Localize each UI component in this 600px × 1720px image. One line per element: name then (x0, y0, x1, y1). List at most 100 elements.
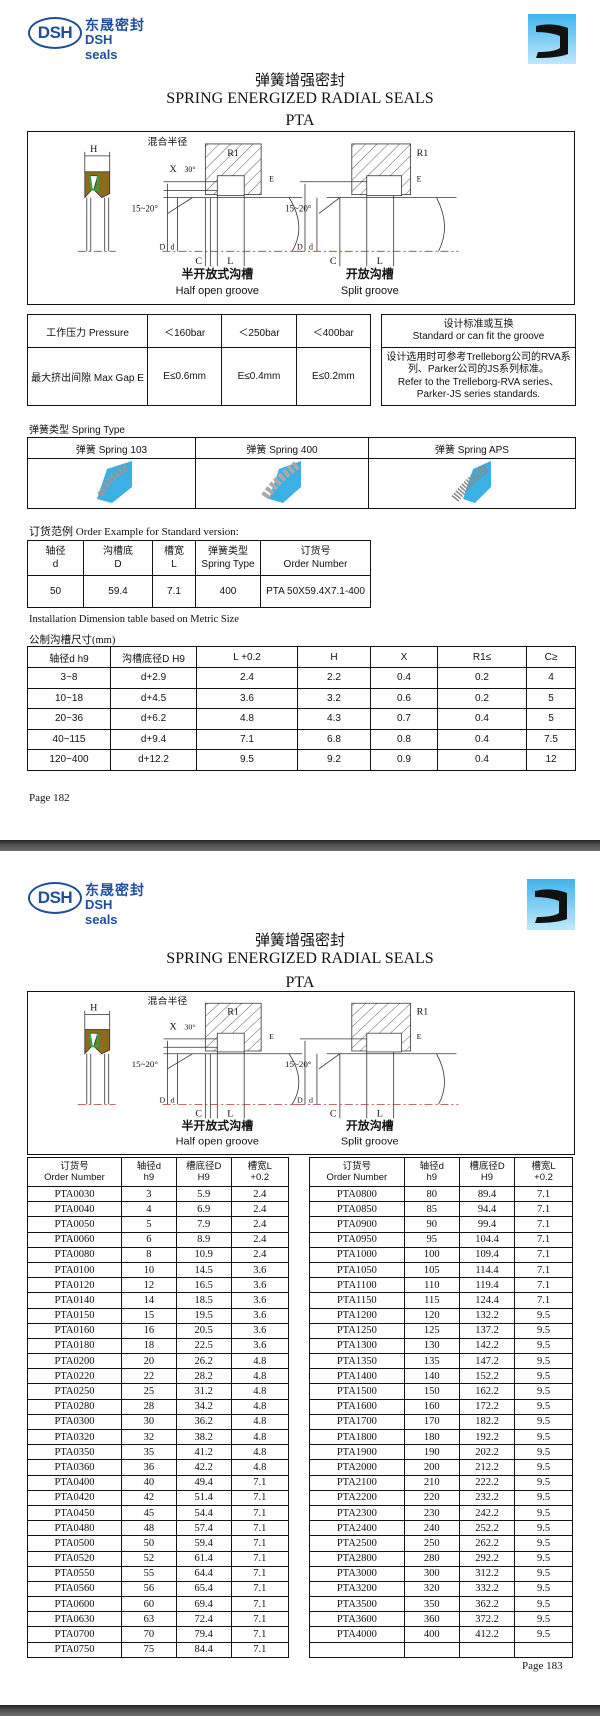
order-number: PTA3500 (309, 1596, 405, 1613)
groove-L: 9.5 (514, 1611, 573, 1628)
title-en: SPRING ENERGIZED RADIAL SEALS (166, 90, 434, 107)
order-number: PTA2000 (309, 1459, 405, 1476)
gap-400: E≤0.2mm (295, 347, 372, 406)
order-row: PTA0100 10 14.5 3.6 (27, 1261, 290, 1279)
label-D-split: D (297, 242, 303, 251)
groove-L: 2.4 (230, 1216, 290, 1233)
order-row: PTA1600 160 172.2 9.5 (309, 1398, 573, 1415)
hdr-spring-en: Spring Type (201, 559, 255, 570)
order-row: PTA0500 50 59.4 7.1 (27, 1535, 290, 1552)
order-row: PTA0150 15 19.5 3.6 (27, 1307, 290, 1324)
install-cell: 12 (526, 749, 576, 771)
groove-L: 9.5 (514, 1535, 573, 1552)
label-angle-30: 30° (184, 1023, 195, 1032)
header-cn: 槽宽L (531, 1161, 556, 1172)
order-row: PTA1100 110 119.4 7.1 (309, 1277, 573, 1294)
label-L-half: L (227, 256, 233, 267)
groove-L: 3.6 (230, 1292, 290, 1309)
groove-D: 69.4 (175, 1596, 232, 1613)
groove-D: 119.4 (458, 1277, 516, 1294)
u-cup-seal-icon (528, 14, 576, 64)
order-number: PTA0400 (27, 1474, 122, 1491)
order-number: PTA0180 (27, 1337, 122, 1355)
order-row: PTA0700 70 79.4 7.1 (27, 1626, 290, 1643)
standard-box: 设计标准或互换 Standard or can fit the groove 设… (381, 314, 576, 406)
order-row: PTA0400 40 49.4 7.1 (27, 1474, 290, 1491)
install-cell: 10~18 (27, 687, 111, 709)
groove-D: 252.2 (458, 1520, 516, 1537)
shaft-d: 42 (120, 1489, 177, 1506)
groove-D: 20.5 (175, 1322, 232, 1339)
header-cn: 订货号 (60, 1161, 89, 1172)
groove-L: 7.1 (230, 1626, 290, 1643)
order-number: PTA0850 (309, 1201, 405, 1218)
groove-D: 372.2 (458, 1611, 516, 1628)
groove-D: 94.4 (458, 1201, 516, 1218)
half-open-groove-en: Half open groove (176, 1136, 259, 1148)
label-C-split: C (330, 1109, 337, 1120)
groove-D: 152.2 (458, 1368, 516, 1385)
groove-L: 7.1 (230, 1641, 290, 1658)
label-angle-15-20-half: 15~20° (132, 1059, 159, 1069)
order-number: PTA1800 (309, 1428, 405, 1446)
order-row: PTA0160 16 20.5 3.6 (27, 1322, 290, 1339)
example-d: 50 (27, 575, 84, 608)
order-row: PTA1150 115 124.4 7.1 (309, 1292, 573, 1309)
install-cell: 0.4 (437, 708, 527, 730)
order-row: PTA4000 400 412.2 9.5 (309, 1626, 573, 1643)
shaft-d: 125 (403, 1322, 460, 1339)
groove-D: 10.9 (175, 1246, 232, 1263)
order-row: PTA1500 150 162.2 9.5 (309, 1383, 573, 1400)
shaft-d: 15 (120, 1307, 177, 1324)
install-cell: 0.2 (437, 667, 527, 689)
order-row: PTA1700 170 182.2 9.5 (309, 1413, 573, 1431)
shaft-d: 25 (120, 1383, 177, 1400)
groove-L: 9.5 (514, 1428, 573, 1446)
groove-D: 54.4 (175, 1504, 232, 1522)
logo-mark: DSH (28, 17, 82, 49)
hdr-spring-cn: 弹簧类型 (208, 546, 248, 557)
order-number: PTA1050 (309, 1261, 405, 1279)
header-cn: 槽底径D (185, 1161, 222, 1172)
groove-L: 7.1 (230, 1580, 290, 1598)
groove-L: 9.5 (514, 1626, 573, 1643)
order-number: PTA2800 (309, 1550, 405, 1567)
page-number-182: Page 182 (29, 792, 70, 804)
groove-diagram-page2: H X 30° 混合半径 R1 E 15~20° D d C L R1 E 15… (27, 991, 575, 1155)
install-row: 20~36 d+6.2 4.8 4.3 0.7 0.4 5 (27, 708, 576, 730)
groove-L: 7.1 (514, 1246, 573, 1263)
shaft-d: 350 (403, 1596, 460, 1613)
order-number: PTA0360 (27, 1459, 122, 1476)
install-label-en: Installation Dimension table based on Me… (29, 614, 239, 625)
order-table-header: 槽底径D H9 (458, 1157, 516, 1187)
order-number: PTA3600 (309, 1611, 405, 1628)
shaft-d: 55 (120, 1565, 177, 1582)
order-row: PTA0800 80 89.4 7.1 (309, 1185, 573, 1203)
spring-400-label: 弹簧 Spring 400 (195, 437, 369, 459)
install-cell: 0.4 (370, 667, 438, 689)
install-cell: 7.5 (526, 728, 576, 750)
order-number: PTA1100 (309, 1277, 405, 1294)
groove-L: 9.5 (514, 1504, 573, 1522)
groove-L: 2.4 (230, 1246, 290, 1263)
install-cell: 2.2 (297, 667, 371, 689)
shaft-d: 4 (120, 1201, 177, 1218)
install-cell: 4.8 (196, 708, 298, 730)
label-R1-half: R1 (227, 1007, 239, 1018)
order-row: PTA0480 48 57.4 7.1 (27, 1520, 290, 1537)
shaft-d: 250 (403, 1535, 460, 1552)
logo-cn: 东晟密封 (85, 882, 145, 898)
order-number: PTA0280 (27, 1398, 122, 1415)
label-D-half: D (160, 1096, 166, 1105)
order-table-header: 订货号 Order Number (309, 1157, 405, 1187)
groove-D: 19.5 (175, 1307, 232, 1324)
header-cn: 轴径d (419, 1161, 444, 1172)
header-cn: 槽宽L (247, 1161, 272, 1172)
groove-D: 142.2 (458, 1337, 516, 1355)
pressure-250: ＜250bar (221, 314, 297, 348)
label-R1-split: R1 (417, 148, 429, 159)
order-number-table-right: 订货号 Order Number 轴径d h9 槽底径D H9 槽宽L +0.2 PTA0800… (309, 1157, 573, 1658)
groove-D: 262.2 (458, 1535, 516, 1552)
label-d-split: d (309, 1096, 313, 1105)
groove-D: 16.5 (175, 1277, 232, 1294)
